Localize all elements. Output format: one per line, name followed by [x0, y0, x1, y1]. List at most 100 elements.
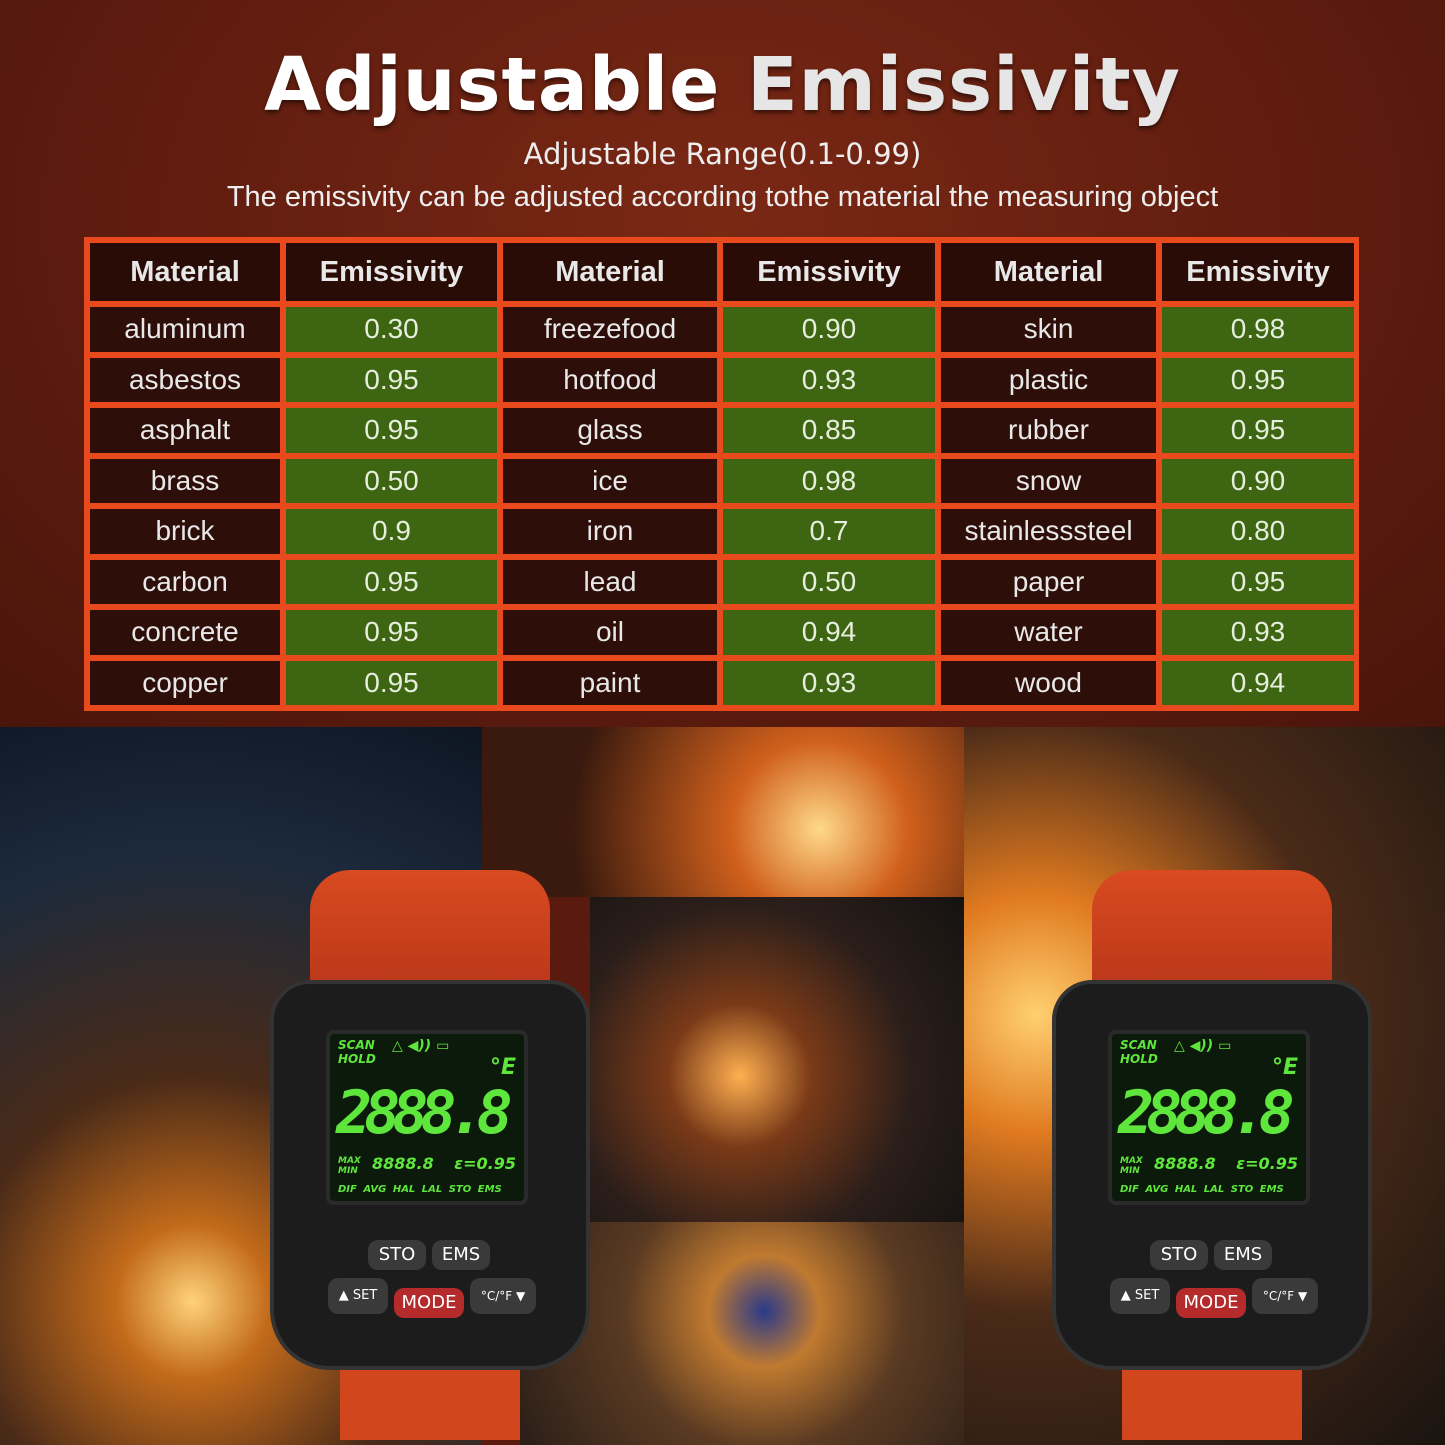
- material-cell: paper: [941, 559, 1156, 604]
- material-cell: iron: [503, 509, 717, 554]
- lcd-screen: SCAN HOLD △ ◀)) ▭ °E 2888.8 MAX MIN 8888.8…: [326, 1030, 528, 1205]
- material-cell: glass: [503, 408, 717, 453]
- emissivity-cell: 0.9: [286, 509, 497, 554]
- lcd-screen: SCAN HOLD △ ◀)) ▭ °E 2888.8 MAX MIN 8888.8…: [1108, 1030, 1310, 1205]
- title-part-1: Adjustable: [264, 42, 721, 128]
- unit-down-button[interactable]: °C/°F ▼: [1252, 1278, 1318, 1314]
- unit-label: °E: [489, 1055, 516, 1080]
- description: The emissivity can be adjusted according…: [226, 181, 1219, 213]
- emissivity-cell: 0.90: [723, 307, 935, 352]
- emissivity-cell: 0.95: [1162, 357, 1354, 402]
- max-label: MAX: [1120, 1156, 1143, 1166]
- material-cell: oil: [503, 610, 717, 655]
- scan-hold-labels: SCAN HOLD: [338, 1038, 376, 1066]
- min-label: MIN: [338, 1166, 358, 1176]
- forging-photo: [590, 897, 964, 1222]
- material-cell: plastic: [941, 357, 1156, 402]
- column-header: Emissivity: [1162, 243, 1354, 301]
- material-cell: wood: [941, 660, 1156, 705]
- ems-button[interactable]: EMS: [1214, 1240, 1272, 1270]
- material-cell: carbon: [90, 559, 280, 604]
- material-cell: water: [941, 610, 1156, 655]
- device-top-cap: [310, 870, 550, 1000]
- device-handle: [340, 1360, 520, 1440]
- material-cell: brick: [90, 509, 280, 554]
- material-cell: ice: [503, 458, 717, 503]
- emissivity-cell: 0.93: [1162, 610, 1354, 655]
- emissivity-cell: 0.95: [286, 660, 497, 705]
- ems-button[interactable]: EMS: [432, 1240, 490, 1270]
- device-handle: [1122, 1360, 1302, 1440]
- mode-labels: DIF AVG HAL LAL STO EMS: [1120, 1184, 1284, 1195]
- emissivity-cell: 0.93: [723, 660, 935, 705]
- hold-label: HOLD: [338, 1052, 376, 1066]
- column-header: Emissivity: [723, 243, 935, 301]
- emissivity-cell: 0.95: [1162, 559, 1354, 604]
- scan-label: SCAN: [338, 1038, 375, 1052]
- max-min-labels: MAX MIN: [338, 1156, 361, 1176]
- material-cell: brass: [90, 458, 280, 503]
- emissivity-cell: 0.98: [1162, 307, 1354, 352]
- set-up-button[interactable]: ▲ SET: [1110, 1278, 1170, 1314]
- unit-label: °E: [1271, 1055, 1298, 1080]
- column-header: Emissivity: [286, 243, 497, 301]
- thermometer-device: SCAN HOLD △ ◀)) ▭ °E 2888.8 MAX MIN 8888.8…: [270, 870, 590, 1440]
- material-cell: copper: [90, 660, 280, 705]
- material-cell: hotfood: [503, 357, 717, 402]
- emissivity-cell: 0.94: [1162, 660, 1354, 705]
- laser-speaker-battery-icons: △ ◀)) ▭: [392, 1038, 450, 1054]
- subtitle: Adjustable Range(0.1-0.99): [523, 137, 922, 171]
- material-cell: asbestos: [90, 357, 280, 402]
- scan-hold-labels: SCAN HOLD: [1120, 1038, 1158, 1066]
- min-label: MIN: [1120, 1166, 1140, 1176]
- title-part-2: Emissivity: [747, 42, 1181, 128]
- material-cell: concrete: [90, 610, 280, 655]
- max-label: MAX: [338, 1156, 361, 1166]
- emissivity-cell: 0.95: [286, 408, 497, 453]
- max-min-labels: MAX MIN: [1120, 1156, 1143, 1176]
- emissivity-cell: 0.94: [723, 610, 935, 655]
- unit-down-button[interactable]: °C/°F ▼: [470, 1278, 536, 1314]
- foundry-photo: [482, 727, 964, 897]
- emissivity-cell: 0.95: [286, 357, 497, 402]
- set-up-button[interactable]: ▲ SET: [328, 1278, 388, 1314]
- device-top-cap: [1092, 870, 1332, 1000]
- emissivity-cell: 0.93: [723, 357, 935, 402]
- emissivity-reading: ε=0.95: [1236, 1154, 1298, 1173]
- material-cell: aluminum: [90, 307, 280, 352]
- emissivity-cell: 0.95: [286, 610, 497, 655]
- main-reading: 2888.8: [1118, 1078, 1295, 1148]
- material-cell: lead: [503, 559, 717, 604]
- emissivity-cell: 0.50: [286, 458, 497, 503]
- scan-label: SCAN: [1120, 1038, 1157, 1052]
- column-header: Material: [90, 243, 280, 301]
- column-header: Material: [941, 243, 1156, 301]
- hold-label: HOLD: [1120, 1052, 1158, 1066]
- emissivity-reading: ε=0.95: [454, 1154, 516, 1173]
- column-header: Material: [503, 243, 717, 301]
- sto-button[interactable]: STO: [1150, 1240, 1208, 1270]
- mode-button[interactable]: MODE: [1176, 1288, 1246, 1318]
- emissivity-cell: 0.30: [286, 307, 497, 352]
- page-title: Adjustable Emissivity: [0, 40, 1445, 130]
- emissivity-cell: 0.85: [723, 408, 935, 453]
- emissivity-cell: 0.7: [723, 509, 935, 554]
- material-cell: skin: [941, 307, 1156, 352]
- secondary-reading: 8888.8: [1154, 1154, 1216, 1173]
- mode-labels: DIF AVG HAL LAL STO EMS: [338, 1184, 502, 1195]
- material-cell: snow: [941, 458, 1156, 503]
- thermometer-device: SCAN HOLD △ ◀)) ▭ °E 2888.8 MAX MIN 8888.8…: [1052, 870, 1372, 1440]
- emissivity-table: Material Emissivity Material Emissivity Mate…: [84, 237, 1359, 711]
- material-cell: rubber: [941, 408, 1156, 453]
- material-cell: stainlesssteel: [941, 509, 1156, 554]
- material-cell: freezefood: [503, 307, 717, 352]
- material-cell: paint: [503, 660, 717, 705]
- emissivity-cell: 0.90: [1162, 458, 1354, 503]
- emissivity-cell: 0.98: [723, 458, 935, 503]
- emissivity-cell: 0.95: [286, 559, 497, 604]
- emissivity-cell: 0.80: [1162, 509, 1354, 554]
- main-reading: 2888.8: [336, 1078, 513, 1148]
- sto-button[interactable]: STO: [368, 1240, 426, 1270]
- laser-speaker-battery-icons: △ ◀)) ▭: [1174, 1038, 1232, 1054]
- mode-button[interactable]: MODE: [394, 1288, 464, 1318]
